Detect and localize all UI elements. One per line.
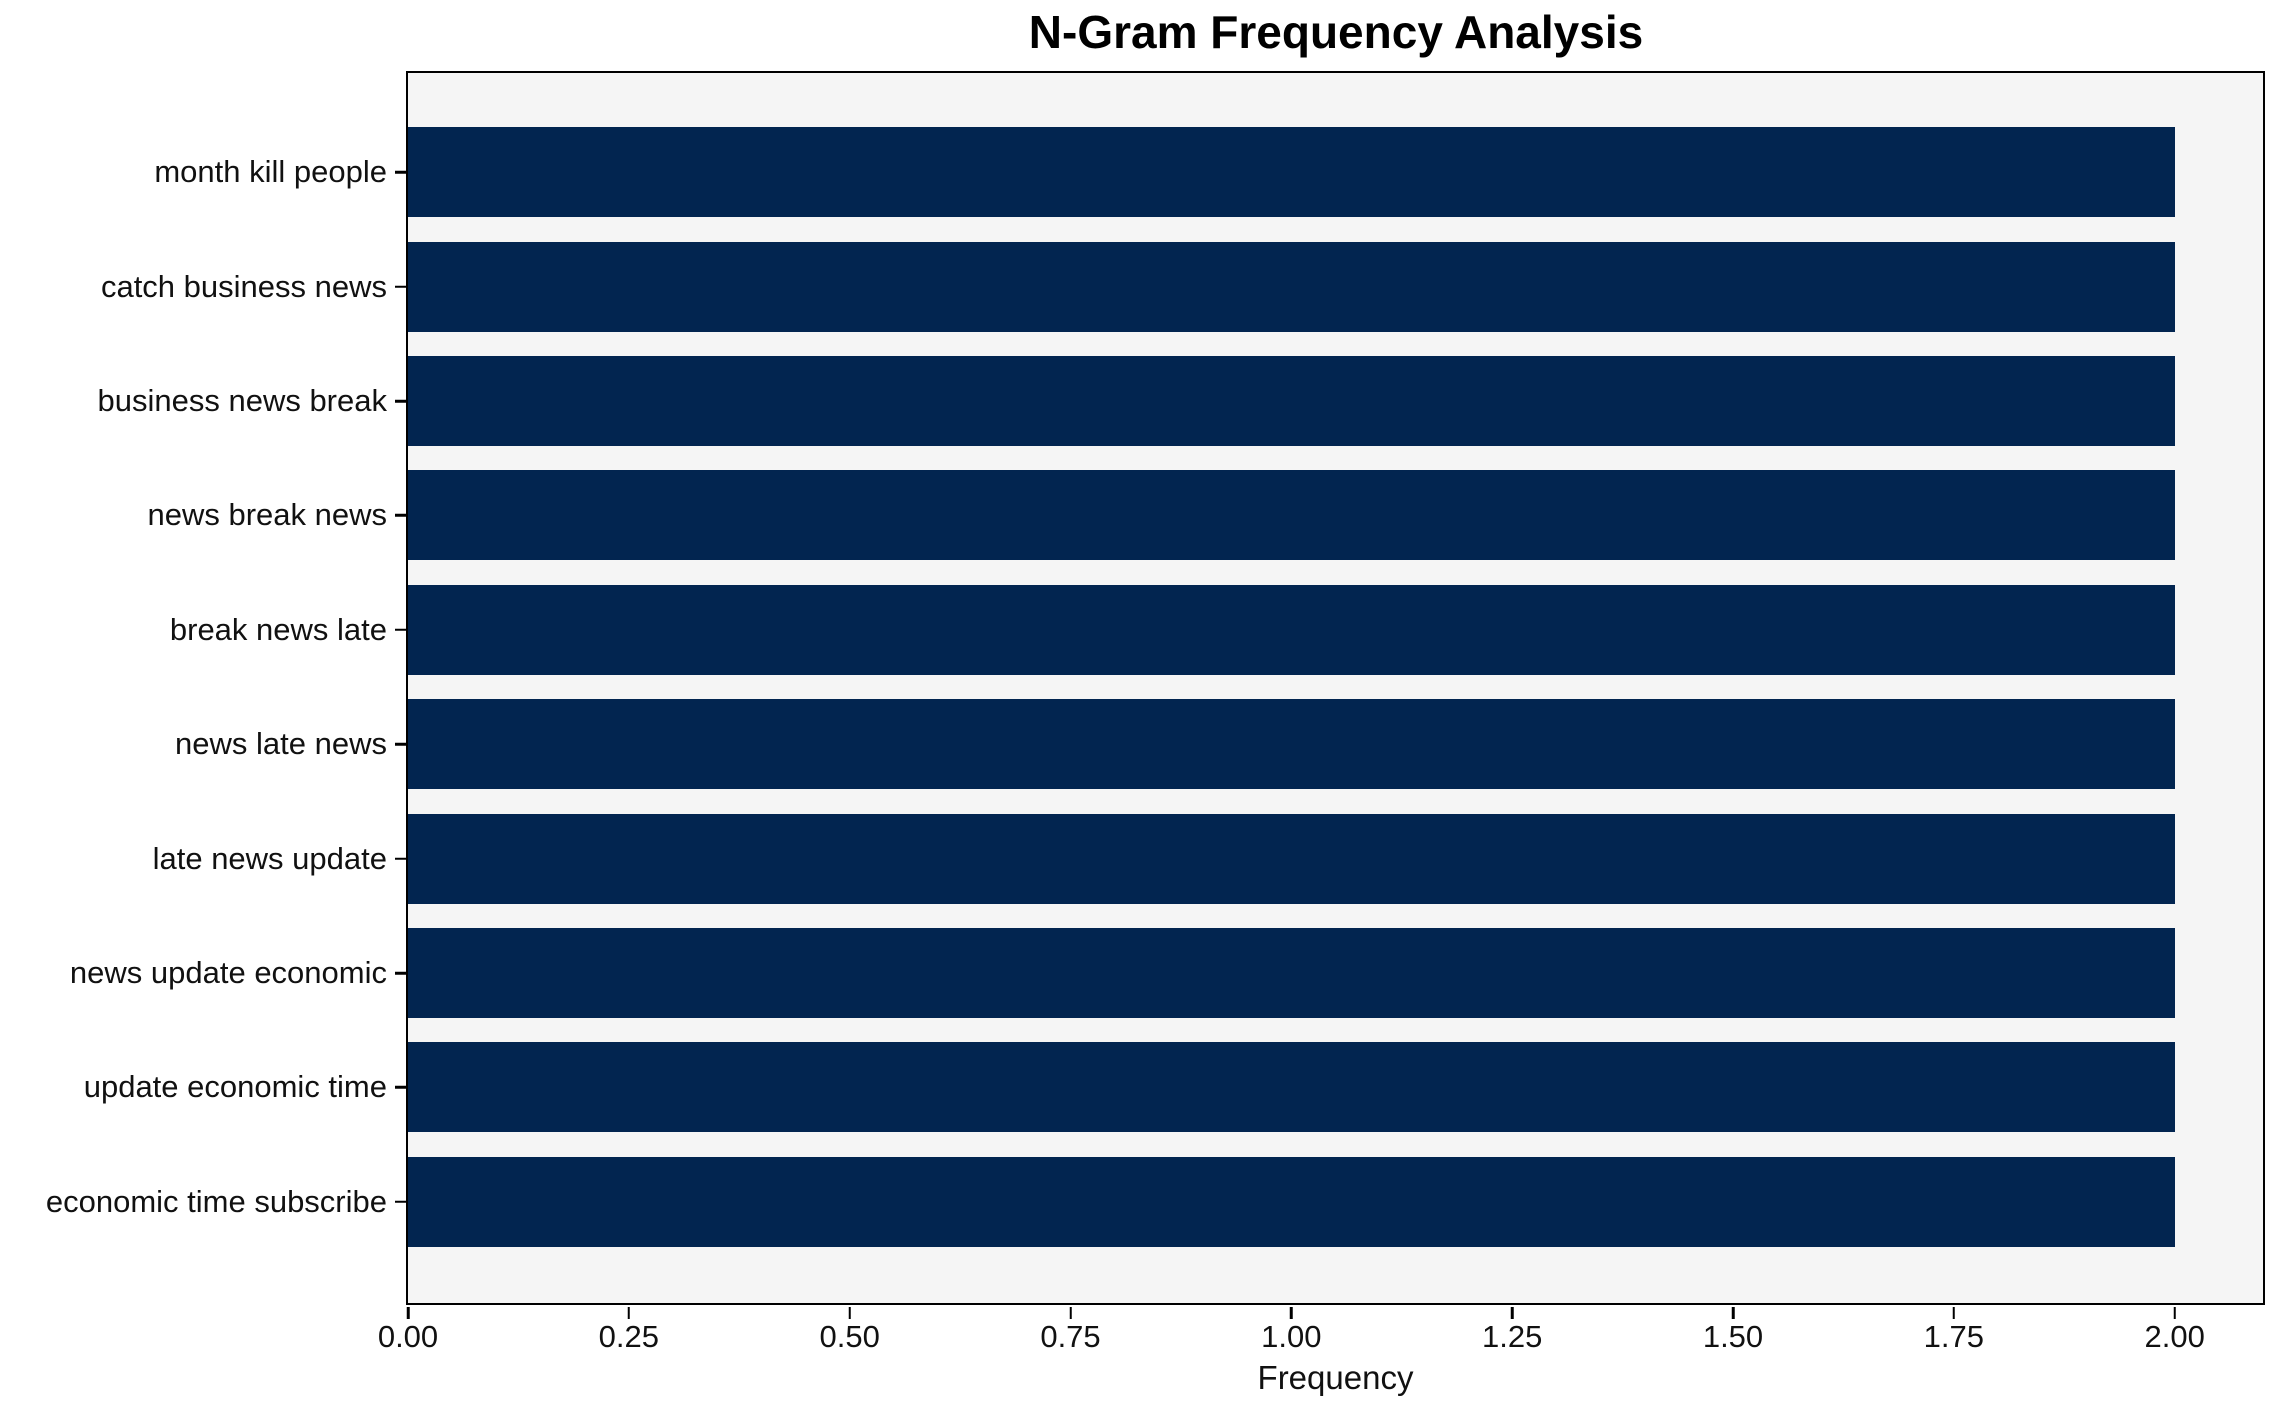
y-tick-label: news late news (175, 726, 387, 762)
frequency-bar (408, 241, 2175, 332)
bar-row: news update economic (70, 916, 2263, 1030)
x-tick-label: 1.75 (1923, 1319, 1984, 1354)
x-tick-label: 1.00 (1261, 1319, 1322, 1354)
x-tick-mark (1731, 1306, 1735, 1319)
frequency-bar (408, 699, 2175, 790)
x-tick-mark (406, 1306, 410, 1319)
y-tick-mark (395, 170, 406, 174)
y-tick-label: late news update (152, 840, 387, 876)
y-tick-label: news update economic (69, 955, 387, 991)
y-tick-label: break news late (169, 611, 387, 647)
frequency-bar (408, 813, 2175, 904)
x-tick-label: 0.50 (819, 1319, 880, 1354)
y-tick-label: update economic time (83, 1069, 387, 1105)
chart-title: N-Gram Frequency Analysis (1028, 6, 1644, 58)
x-tick-label: 0.25 (598, 1319, 659, 1354)
frequency-bar (408, 356, 2175, 447)
frequency-bar (408, 1042, 2175, 1133)
x-tick-label: 0.75 (1040, 1319, 1101, 1354)
frequency-bar (408, 127, 2175, 218)
y-tick-label: business news break (97, 383, 388, 419)
frequency-bar (408, 470, 2175, 561)
x-tick-label: 2.00 (2144, 1319, 2205, 1354)
y-tick-mark (395, 1086, 406, 1089)
bar-row: economic time subscribe (46, 1145, 2263, 1259)
frequency-bar (408, 584, 2175, 675)
y-tick-label: news break news (147, 497, 387, 533)
x-tick-mark (2173, 1306, 2176, 1319)
x-tick-mark (627, 1306, 631, 1319)
x-axis: 0.00 0.25 0.50 0.75 1.00 1.25 1.50 1.75 2.00 (378, 73, 2263, 1354)
y-tick-label: economic time subscribe (45, 1183, 387, 1219)
frequency-bar (408, 1156, 2175, 1247)
y-tick-mark (395, 514, 406, 517)
x-tick-label: 1.50 (1702, 1319, 1764, 1354)
y-tick-mark (395, 971, 406, 975)
y-tick-label: catch business news (100, 268, 387, 304)
x-tick-mark (1069, 1306, 1072, 1319)
y-tick-mark (395, 399, 406, 403)
bar-row: update economic time (84, 1030, 2263, 1144)
bar-row: news late news (175, 687, 2263, 801)
bar-row: late news update (153, 801, 2263, 915)
bar-row: catch business news (101, 229, 2263, 343)
bar-row: news break news (147, 458, 2263, 572)
x-tick-mark (1510, 1306, 1514, 1319)
x-tick-label: 1.25 (1481, 1319, 1543, 1354)
bar-row: break news late (170, 573, 2263, 687)
bars-container: month kill people catch business news busi… (46, 115, 2263, 1259)
y-tick-mark (395, 1200, 406, 1204)
y-tick-label: month kill people (154, 154, 387, 190)
y-tick-mark (395, 285, 406, 288)
x-tick-mark (1290, 1306, 1293, 1319)
frequency-bar (408, 928, 2175, 1019)
plot-area: month kill people catch business news busi… (46, 71, 2265, 1396)
x-tick-mark (848, 1306, 851, 1319)
y-tick-mark (395, 742, 406, 746)
y-tick-mark (395, 857, 406, 860)
x-axis-title: Frequency (1257, 1359, 1414, 1396)
x-tick-mark (1952, 1306, 1956, 1319)
y-tick-mark (395, 628, 406, 632)
bar-row: month kill people (154, 115, 2263, 229)
bar-row: business news break (98, 344, 2263, 458)
x-tick-label: 0.00 (377, 1319, 439, 1354)
